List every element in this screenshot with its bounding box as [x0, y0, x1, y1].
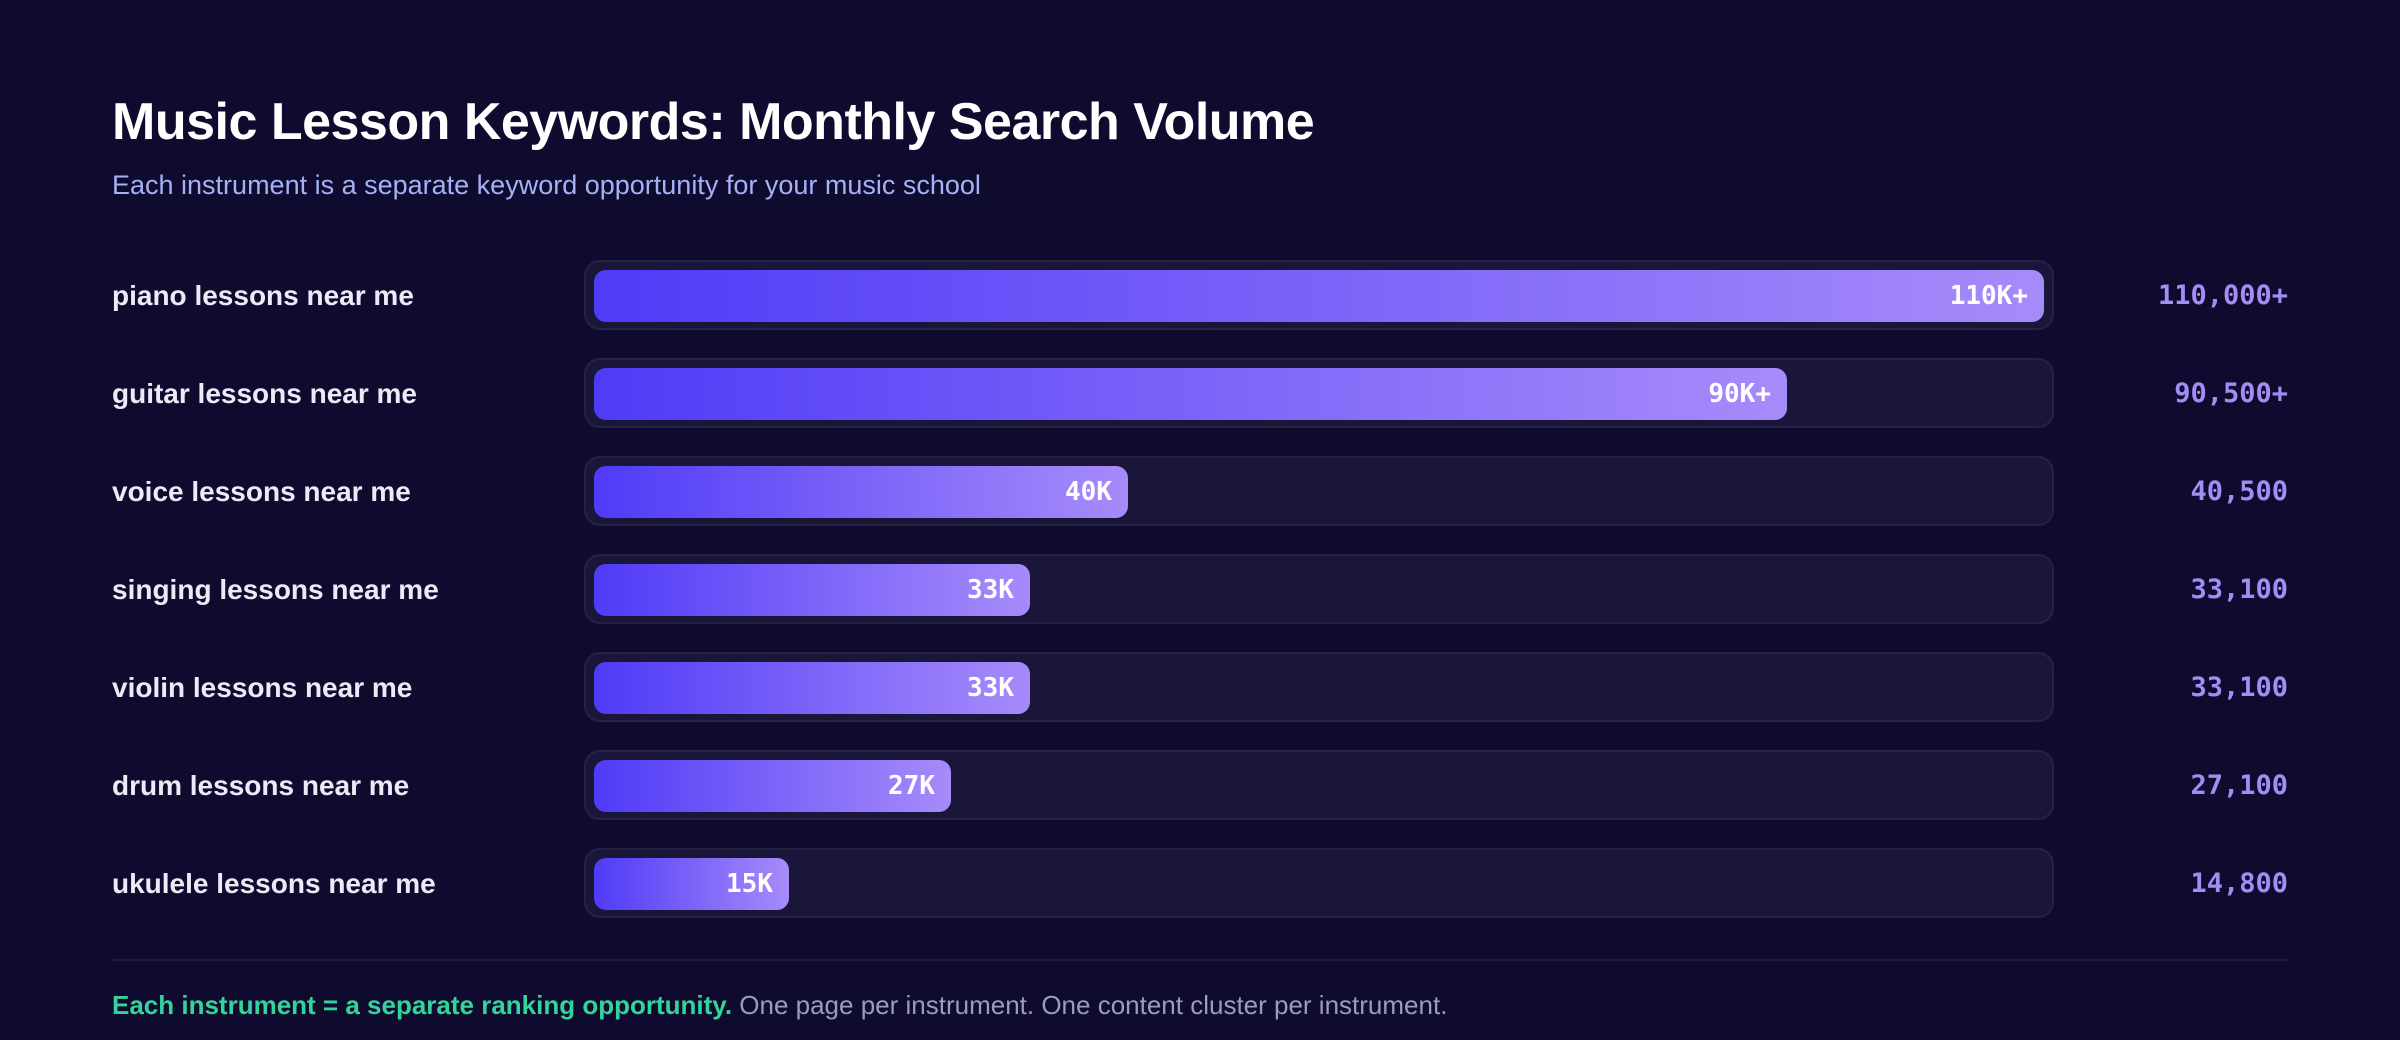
bar-label: 27K	[888, 771, 935, 801]
category-label: guitar lessons near me	[112, 378, 418, 409]
bar: 110K+	[594, 270, 2044, 322]
bar-row: drum lessons near me 27K 27,100	[112, 750, 2288, 822]
bar: 40K	[594, 466, 1128, 518]
chart-title: Music Lesson Keywords: Monthly Search Vo…	[112, 93, 1315, 151]
bar: 90K+	[594, 368, 1787, 420]
bar-row: guitar lessons near me 90K+ 90,500+	[112, 358, 2288, 430]
chart-subtitle: Each instrument is a separate keyword op…	[112, 170, 981, 200]
value-label: 33,100	[2190, 574, 2288, 605]
footer-note: Each instrument = a separate ranking opp…	[112, 990, 1447, 1021]
bar-row: singing lessons near me 33K 33,100	[112, 554, 2288, 626]
footer-text: One page per instrument. One content clu…	[732, 990, 1448, 1020]
category-label: violin lessons near me	[112, 672, 413, 703]
category-label: drum lessons near me	[112, 770, 410, 801]
category-label: voice lessons near me	[112, 476, 411, 507]
bar-track: 40K	[584, 456, 2054, 526]
bar: 33K	[594, 564, 1030, 616]
value-label: 90,500+	[2174, 378, 2288, 409]
value-label: 110,000+	[2157, 280, 2288, 311]
bar-row: voice lessons near me 40K 40,500	[112, 456, 2288, 528]
value-label: 27,100	[2190, 770, 2288, 801]
value-label: 40,500	[2190, 476, 2288, 507]
bar-chart: piano lessons near me 110K+ 110,000+ guit…	[112, 260, 2288, 946]
bar-label: 90K+	[1708, 379, 1771, 409]
bar: 27K	[594, 760, 951, 812]
bar-label: 15K	[726, 869, 773, 899]
bar-track: 33K	[584, 652, 2054, 722]
bar-track: 110K+	[584, 260, 2054, 330]
bar-row: violin lessons near me 33K 33,100	[112, 652, 2288, 724]
bar-track: 27K	[584, 750, 2054, 820]
bar-row: piano lessons near me 110K+ 110,000+	[112, 260, 2288, 332]
category-label: piano lessons near me	[112, 280, 414, 311]
bar-label: 110K+	[1949, 281, 2028, 311]
divider	[112, 959, 2288, 961]
bar-track: 90K+	[584, 358, 2054, 428]
bar-track: 15K	[584, 848, 2054, 918]
category-label: singing lessons near me	[112, 574, 439, 605]
bar-row: ukulele lessons near me 15K 14,800	[112, 848, 2288, 920]
category-label: ukulele lessons near me	[112, 868, 436, 899]
bar-label: 33K	[967, 673, 1014, 703]
value-label: 14,800	[2190, 868, 2288, 899]
value-label: 33,100	[2190, 672, 2288, 703]
bar-track: 33K	[584, 554, 2054, 624]
bar: 33K	[594, 662, 1030, 714]
bar: 15K	[594, 858, 789, 910]
bar-label: 33K	[967, 575, 1014, 605]
footer-highlight: Each instrument = a separate ranking opp…	[112, 990, 733, 1020]
bar-label: 40K	[1065, 477, 1112, 507]
